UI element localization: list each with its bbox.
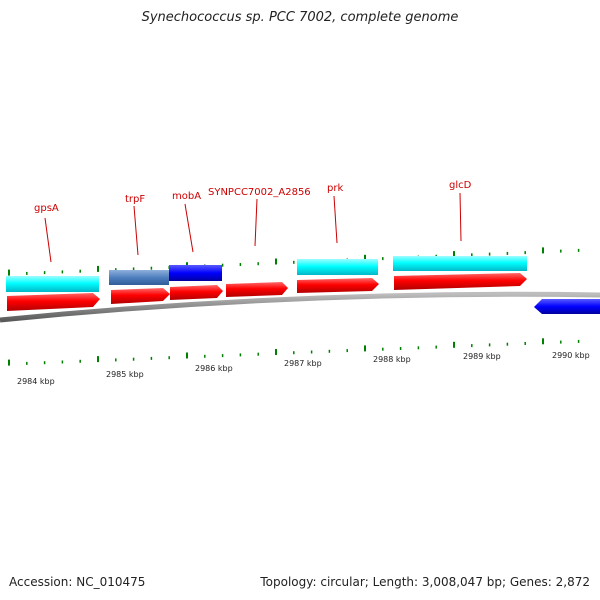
gene-track xyxy=(7,273,600,314)
leader-line-gpsA xyxy=(44,217,52,263)
genome-title: Synechococcus sp. PCC 7002, complete gen… xyxy=(141,10,459,25)
gene-arrow-glcD[interactable] xyxy=(394,273,527,290)
leader-line-SYNPCC7002_A2856 xyxy=(254,198,258,247)
genome-backbone xyxy=(0,291,600,323)
leader-line-prk xyxy=(333,195,338,244)
gene-arrow-prk[interactable] xyxy=(297,278,379,293)
leader-line-trpF xyxy=(133,205,139,256)
scale-label-2987: 2987 kbp xyxy=(284,359,322,368)
gene-arrow-trpF[interactable] xyxy=(111,288,170,304)
gene-label-mobA[interactable]: mobA xyxy=(172,191,201,202)
gene-labels: gpsA trpF mobA SYNPCC7002_A2856 prk glcD xyxy=(34,180,472,214)
accession-text: Accession: NC_010475 xyxy=(9,575,146,589)
cds-feature-glcD[interactable] xyxy=(393,256,527,271)
genome-summary-text: Topology: circular; Length: 3,008,047 bp… xyxy=(260,575,590,589)
cds-feature-mobA[interactable] xyxy=(169,265,222,281)
cds-feature-prk[interactable] xyxy=(297,259,378,275)
scale-label-2984: 2984 kbp xyxy=(17,377,55,386)
gene-arrow-gpsA[interactable] xyxy=(7,293,100,311)
scale-labels: 2984 kbp 2985 kbp 2986 kbp 2987 kbp 2988… xyxy=(17,351,590,386)
gene-arrow-reverse[interactable] xyxy=(534,299,600,314)
gene-label-trpF[interactable]: trpF xyxy=(125,194,145,205)
gene-label-prk[interactable]: prk xyxy=(327,183,343,194)
scale-label-2985: 2985 kbp xyxy=(106,370,144,379)
leader-line-mobA xyxy=(184,203,194,253)
cds-feature-trpF[interactable] xyxy=(109,270,169,285)
leader-line-glcD xyxy=(459,192,462,242)
gene-label-glcD[interactable]: glcD xyxy=(449,180,472,191)
gene-label-leaders xyxy=(44,192,462,263)
gene-label-SYNPCC7002_A2856[interactable]: SYNPCC7002_A2856 xyxy=(208,187,311,198)
scale-label-2986: 2986 kbp xyxy=(195,364,233,373)
gene-arrow-SYNPCC7002_A2856[interactable] xyxy=(226,282,288,297)
scale-label-2989: 2989 kbp xyxy=(463,352,501,361)
scale-label-2990: 2990 kbp xyxy=(552,351,590,360)
cds-feature-gpsA[interactable] xyxy=(6,276,99,292)
scale-label-2988: 2988 kbp xyxy=(373,355,411,364)
scale-ticks-bottom xyxy=(8,338,580,366)
gene-arrow-mobA[interactable] xyxy=(170,285,223,300)
cds-track xyxy=(6,256,527,292)
gene-label-gpsA[interactable]: gpsA xyxy=(34,203,59,214)
